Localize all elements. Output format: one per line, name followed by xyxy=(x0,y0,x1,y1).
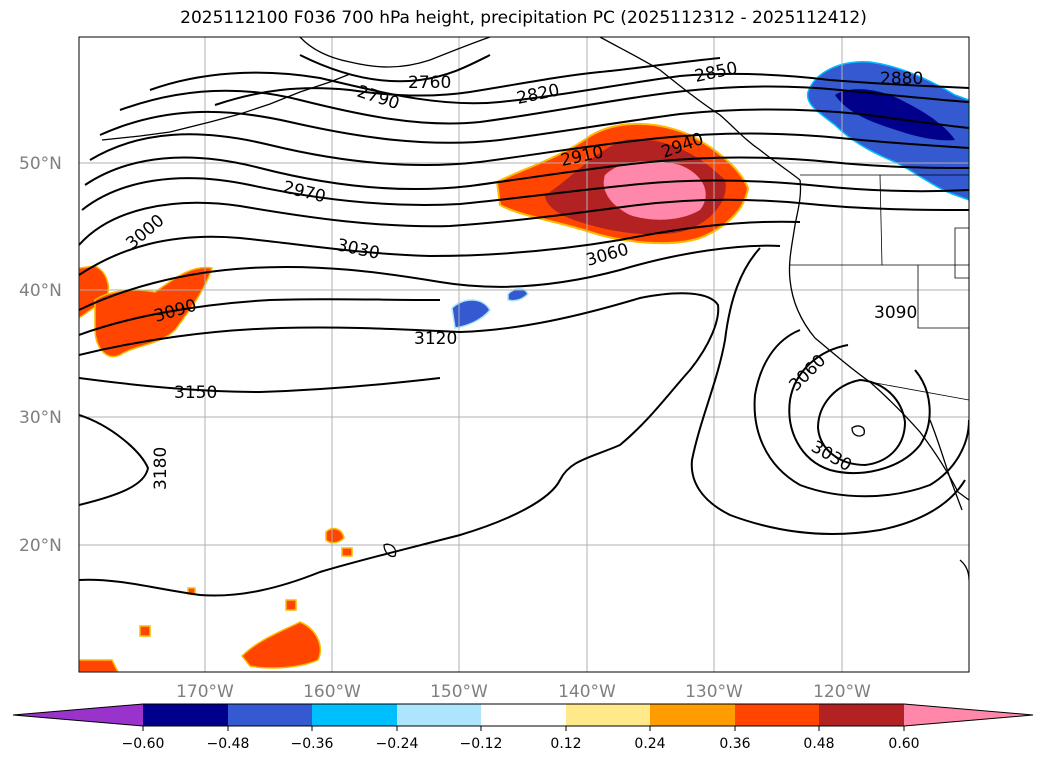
colorbar-tick-label: 0.48 xyxy=(803,736,834,752)
colorbar-bin xyxy=(397,704,481,726)
lon-label-170w: 170°W xyxy=(176,682,234,702)
colorbar-tick-label: −0.12 xyxy=(460,736,503,752)
colorbar-tick-label: −0.48 xyxy=(207,736,250,752)
contour-label-2880: 2880 xyxy=(880,69,923,89)
colorbar-bin xyxy=(143,704,228,726)
colorbar-tick-label: −0.36 xyxy=(291,736,334,752)
colorbar-tick-label: −0.60 xyxy=(122,736,165,752)
lat-label-50n: 50°N xyxy=(19,154,62,174)
colorbar-tick-label: 0.36 xyxy=(719,736,750,752)
height-contours xyxy=(79,54,969,597)
colorbar-bin xyxy=(819,704,904,726)
lon-label-140w: 140°W xyxy=(558,682,616,702)
contour-label-3120: 3120 xyxy=(414,329,457,349)
latitude-labels: 50°N 40°N 30°N 20°N xyxy=(19,154,62,556)
lon-label-160w: 160°W xyxy=(303,682,361,702)
longitude-labels: 170°W 160°W 150°W 140°W 130°W 120°W xyxy=(176,682,871,702)
map-title: 2025112100 F036 700 hPa height, precipit… xyxy=(180,8,867,28)
lon-label-150w: 150°W xyxy=(430,682,488,702)
lat-label-30n: 30°N xyxy=(19,408,62,428)
contour-label-3090-east: 3090 xyxy=(874,303,917,323)
colorbar-bin xyxy=(228,704,312,726)
colorbar-extend-right xyxy=(904,704,1033,726)
colorbar: −0.60 −0.48 −0.36 −0.24 −0.12 0.12 0.24 … xyxy=(12,703,1034,752)
colorbar-ticks xyxy=(142,726,905,731)
lat-label-20n: 20°N xyxy=(19,536,62,556)
contour-label-2760: 2760 xyxy=(408,73,451,93)
lat-label-40n: 40°N xyxy=(19,281,62,301)
colorbar-extend-left xyxy=(13,704,143,726)
lon-label-130w: 130°W xyxy=(685,682,743,702)
colorbar-bin xyxy=(312,704,397,726)
colorbar-tick-label: 0.24 xyxy=(634,736,665,752)
colorbar-bin xyxy=(566,704,650,726)
graticule xyxy=(79,37,969,672)
colorbar-tick-label: 0.12 xyxy=(550,736,581,752)
contour-label-3150: 3150 xyxy=(174,383,217,403)
colorbar-tick-label: 0.60 xyxy=(888,736,919,752)
colorbar-bin xyxy=(650,704,735,726)
colorbar-bin xyxy=(735,704,819,726)
map-area: 2760 2790 2820 2850 2880 2910 2940 2970 … xyxy=(79,37,969,672)
contour-label-3180: 3180 xyxy=(151,447,171,490)
map-frame xyxy=(78,36,970,673)
precip-shading xyxy=(79,61,969,672)
colorbar-bin xyxy=(481,704,566,726)
lon-label-120w: 120°W xyxy=(813,682,871,702)
colorbar-tick-label: −0.24 xyxy=(376,736,419,752)
